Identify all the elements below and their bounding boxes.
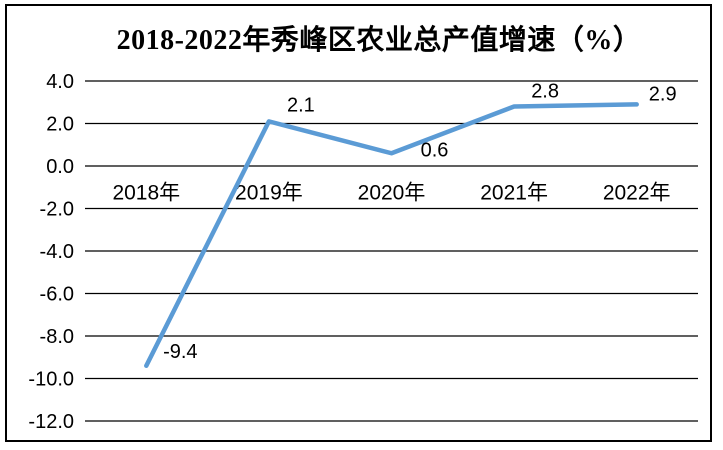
y-axis-tick-label: 0.0 [46,156,74,178]
x-axis-category-label: 2019年 [235,182,303,205]
x-axis-category-label: 2020年 [358,182,426,205]
y-axis-tick-label: 2.0 [46,114,74,136]
data-point-label: -9.4 [163,341,197,363]
y-axis-tick-label: -12.0 [28,411,74,433]
data-point-label: 2.8 [531,81,559,103]
x-axis-category-label: 2022年 [603,182,671,205]
y-axis-tick-label: -4.0 [40,241,74,263]
data-point-label: 2.1 [287,94,315,116]
y-axis-tick-label: 4.0 [46,71,74,93]
x-axis-category-label: 2018年 [112,182,180,205]
y-axis-tick-label: -8.0 [40,326,74,348]
data-point-label: 0.6 [421,139,449,161]
y-axis-tick-label: -6.0 [40,284,74,306]
x-axis-category-label: 2021年 [480,182,548,205]
data-point-label: 2.9 [649,83,677,105]
chart-border-frame [5,4,712,442]
y-axis-tick-label: -10.0 [28,369,74,391]
series-line [144,102,639,368]
y-axis-tick-label: -2.0 [40,199,74,221]
chart-title: 2018-2022年秀峰区农业总产值增速（%） [116,25,642,56]
